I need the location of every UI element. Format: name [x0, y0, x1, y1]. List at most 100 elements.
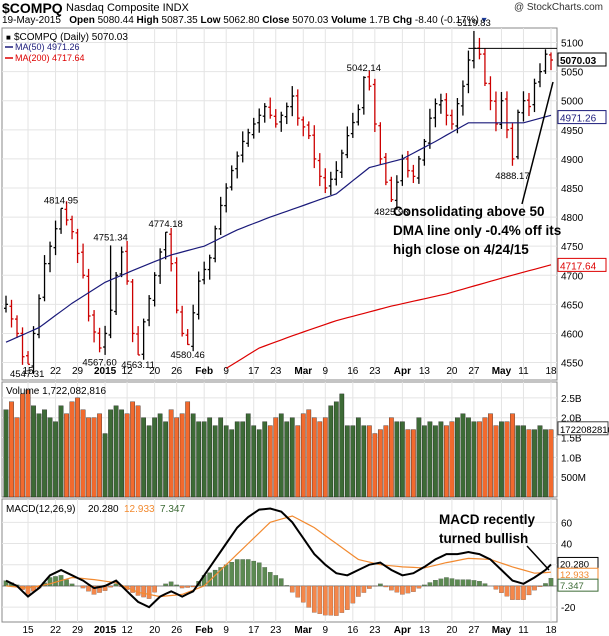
high-value: 5087.35 — [161, 15, 198, 26]
volume-bar — [466, 417, 471, 498]
macd-histogram-bar — [163, 583, 168, 587]
volume-bar — [146, 425, 152, 498]
chg-label: Chg — [392, 15, 413, 26]
macd-histogram-bar — [361, 585, 367, 593]
volume-bar — [31, 405, 36, 498]
volume-value: 1.7B — [369, 15, 390, 26]
ohlc-bar — [26, 351, 31, 365]
ohlc-bar — [422, 139, 427, 166]
macd-histogram-bar — [152, 585, 157, 593]
date-tick-label: 11 — [518, 366, 529, 377]
ohlc-bar — [119, 246, 124, 278]
ohlc-bar — [196, 271, 201, 320]
volume-bar — [504, 421, 510, 498]
macd-histogram-bar — [449, 578, 455, 587]
volume-bar — [64, 413, 69, 498]
ohlc-bar — [15, 315, 20, 339]
macd-histogram-bar — [273, 575, 279, 587]
ohlc-bar — [262, 103, 267, 123]
ohlc-bar — [323, 168, 328, 194]
macd-histogram-bar — [179, 585, 185, 589]
date-tick-label: 29 — [72, 625, 84, 636]
volume-tick-label: 500M — [561, 473, 586, 484]
macd-histogram-bar — [295, 585, 301, 598]
open-value: 5080.44 — [97, 15, 134, 26]
macd-histogram-bar — [411, 585, 416, 592]
macd-histogram-bar — [146, 585, 152, 599]
volume-bar — [344, 425, 350, 498]
ohlc-bar — [532, 78, 537, 113]
macd-histogram-bar — [427, 582, 433, 587]
volume-bar — [234, 421, 240, 498]
macd-histogram-bar — [322, 585, 328, 616]
ohlc-bar — [251, 117, 256, 139]
volume-bar — [3, 409, 9, 498]
volume-bar — [306, 409, 312, 498]
volume-bar — [174, 417, 180, 498]
volume-bar — [422, 425, 427, 498]
volume-bar — [328, 405, 334, 498]
macd-histogram-bar — [444, 577, 449, 587]
volume-bar — [124, 413, 130, 498]
date-tick-label: 2015 — [94, 625, 117, 636]
ohlc-bar — [9, 299, 14, 328]
ohlc-bar — [75, 228, 80, 263]
legend-swatch-price: ■ — [6, 33, 11, 42]
volume-bar — [411, 429, 416, 498]
volume-bar — [499, 421, 504, 498]
ohlc-bar — [444, 93, 449, 126]
volume-bar — [400, 421, 405, 498]
volume-bar — [543, 429, 548, 498]
close-label: Close — [262, 15, 290, 26]
ohlc-bar — [455, 98, 460, 134]
watermark[interactable]: @ StockCharts.com — [513, 2, 603, 13]
macd-histogram-bar — [91, 585, 97, 595]
ohlc-bar — [114, 272, 119, 315]
chevron-down-icon[interactable]: ▾ — [481, 15, 487, 26]
macd-histogram-bar — [190, 585, 196, 588]
date-tick-label: Apr — [394, 625, 411, 636]
volume-bar — [477, 421, 482, 498]
ohlc-bar — [136, 326, 141, 356]
ohlc-bar — [92, 310, 97, 343]
ohlc-bar — [246, 128, 251, 147]
macd-histogram-bar — [532, 585, 537, 591]
macd-histogram-bar — [113, 583, 119, 587]
volume-bar — [521, 425, 526, 498]
price-tick-label: 4950 — [561, 126, 584, 137]
volume-bar — [548, 429, 554, 498]
annotation-macd: MACD recently — [439, 512, 536, 527]
macd-histogram-bar — [515, 585, 521, 600]
ohlc-bar — [53, 220, 58, 256]
date-tick-label: 15 — [22, 625, 34, 636]
date-tick-label: Mar — [294, 625, 312, 636]
macd-histogram-bar — [86, 585, 91, 592]
macd-histogram-bar — [317, 585, 323, 614]
ohlc-bar — [103, 325, 108, 355]
ohlc-bar — [290, 86, 295, 117]
volume-bar — [196, 421, 202, 498]
macd-histogram-bar — [25, 585, 31, 595]
volume-bar — [433, 425, 438, 498]
volume-bar — [526, 429, 532, 498]
macd-hist-value: 7.347 — [160, 504, 185, 515]
ohlc-bar — [543, 49, 548, 74]
ohlc-bar — [125, 241, 130, 285]
ohlc-bar — [345, 126, 350, 159]
volume-bar — [97, 413, 102, 498]
price-tag-close: 5070.03 — [560, 56, 597, 67]
volume-bar — [416, 417, 422, 498]
ohlc-bar — [356, 104, 361, 126]
ohlc-bar — [213, 225, 218, 263]
volume-bar — [130, 401, 135, 498]
price-point-label: 4814.95 — [44, 195, 78, 206]
chg-value: -8.40 (-0.17%) — [414, 15, 479, 26]
macd-histogram-bar — [438, 578, 444, 587]
date-tick-label: 27 — [468, 366, 480, 377]
macd-histogram-bar — [234, 559, 240, 587]
date-tick-label: 20 — [149, 366, 161, 377]
ohlc-bar — [207, 254, 212, 280]
macd-histogram-bar — [466, 579, 471, 587]
volume-bar — [460, 413, 466, 498]
annotation-price: high close on 4/24/15 — [393, 242, 529, 257]
